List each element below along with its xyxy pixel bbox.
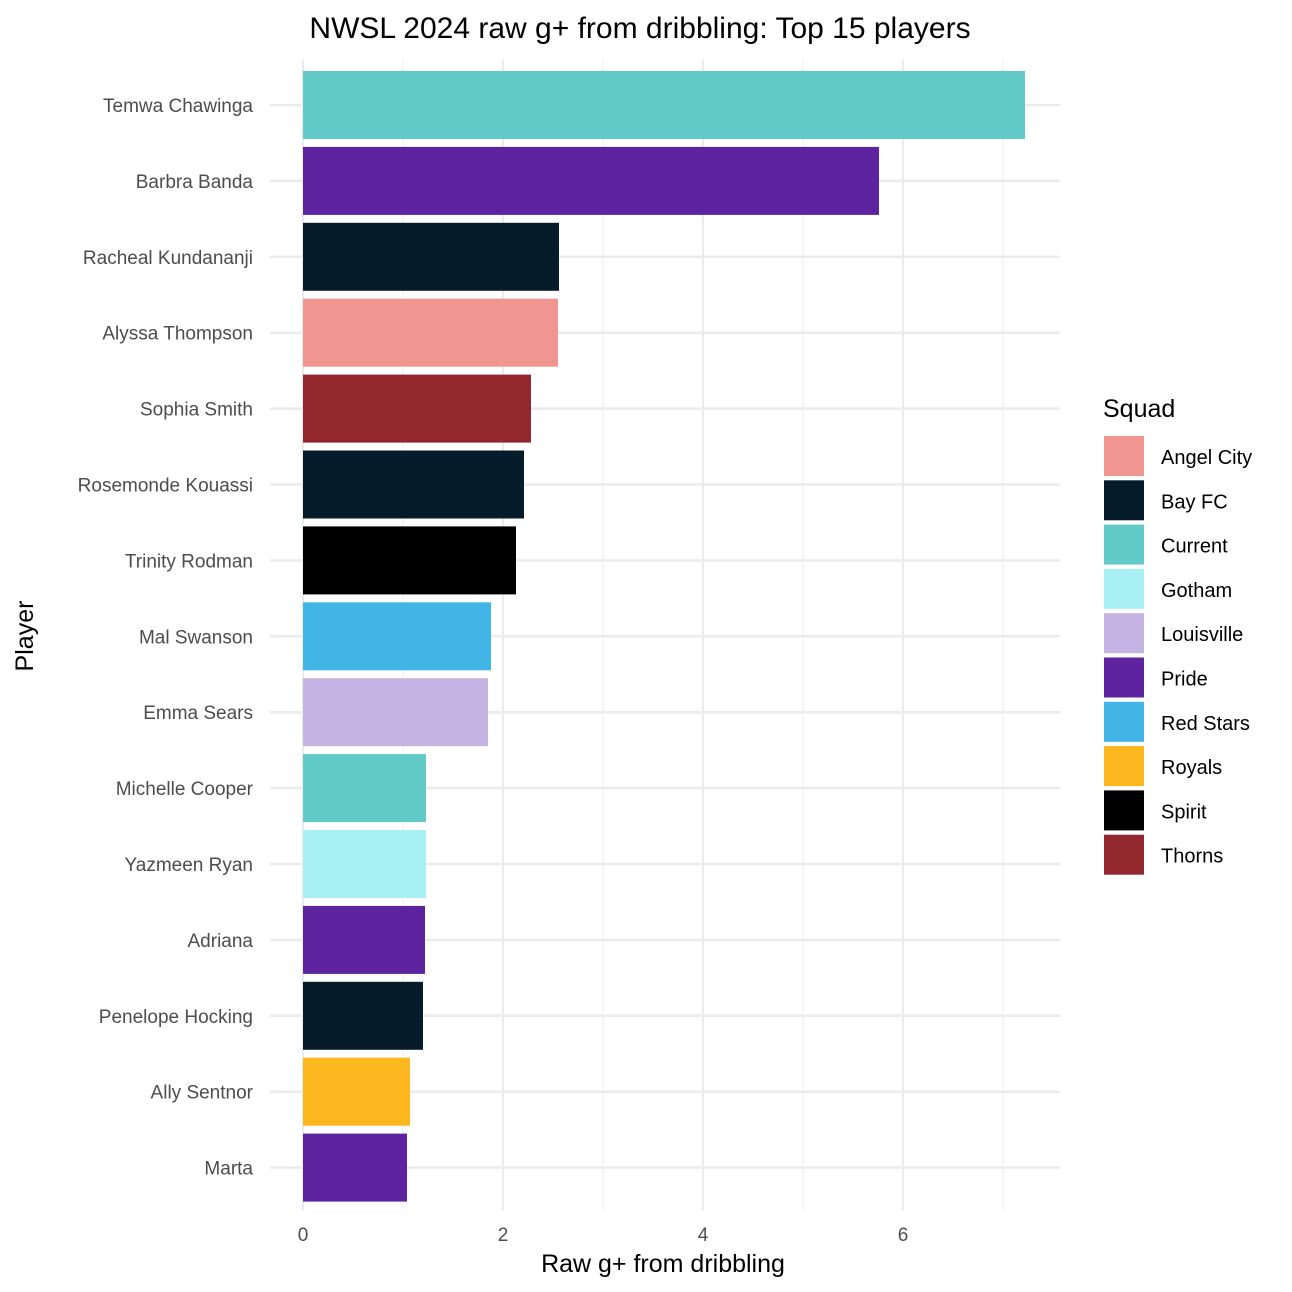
legend-swatch [1104,834,1144,875]
x-tick-label: 4 [698,1225,709,1246]
x-tick-label: 0 [298,1225,309,1246]
y-tick-label: Michelle Cooper [116,779,254,800]
legend-swatch [1104,480,1144,521]
y-tick-label: Alyssa Thompson [102,324,253,345]
y-tick-label: Temwa Chawinga [103,96,253,117]
chart-title: NWSL 2024 raw g+ from dribbling: Top 15 … [309,12,970,45]
bar [303,450,524,519]
x-tick-label: 6 [898,1225,909,1246]
bar [303,1057,410,1126]
y-tick-label: Yazmeen Ryan [125,855,254,876]
legend-label: Angel City [1161,447,1252,469]
legend-label: Royals [1161,757,1222,779]
bar [303,1133,407,1202]
bar [303,830,426,898]
y-tick-label: Adriana [188,931,254,952]
legend-swatch [1104,436,1144,476]
y-tick-label: Barbra Banda [136,172,254,193]
bar [303,602,491,671]
y-tick-label: Marta [204,1159,253,1180]
x-tick-label: 2 [498,1225,509,1246]
legend-label: Gotham [1161,580,1232,602]
bar [303,146,879,215]
y-tick-label: Racheal Kundananji [83,248,253,269]
x-axis-title: Raw g+ from dribbling [541,1250,785,1278]
legend-swatch [1104,524,1144,565]
legend-label: Louisville [1161,624,1243,646]
legend-label: Thorns [1161,846,1223,868]
bar [303,981,423,1050]
y-tick-label: Ally Sentnor [151,1083,254,1104]
legend-swatch [1104,568,1144,609]
y-tick-label: Emma Sears [143,703,253,724]
x-axis-tick-labels: 0 2 4 6 [298,1225,909,1246]
legend-swatch [1104,701,1144,742]
y-tick-label: Trinity Rodman [125,551,253,572]
legend-label: Bay FC [1161,491,1228,513]
y-tick-label: Rosemonde Kouassi [78,476,253,497]
legend-swatch [1104,790,1144,831]
bar [303,754,426,823]
y-tick-label: Penelope Hocking [99,1007,253,1028]
legend-label: Current [1161,536,1228,558]
bar [303,678,488,747]
bar [303,71,1025,139]
legend-swatch [1104,657,1144,698]
y-tick-label: Mal Swanson [139,627,253,648]
bar [303,222,559,291]
bar [303,905,425,974]
legend-swatch [1104,746,1144,787]
bars [303,71,1025,1202]
bar [303,374,531,443]
legend-title: Squad [1103,395,1175,423]
legend-swatch [1104,613,1144,654]
legend-label: Pride [1161,669,1208,691]
y-axis-title: Player [11,601,39,672]
bar [303,526,516,595]
legend-label: Spirit [1161,801,1207,823]
y-axis-tick-labels: Temwa Chawinga Barbra Banda Racheal Kundan… [78,96,254,1180]
bar [303,298,558,367]
legend-label: Red Stars [1161,713,1250,735]
legend: Squad Angel City Bay FC Current Gotham Louis… [1103,395,1252,875]
y-tick-label: Sophia Smith [140,400,253,421]
